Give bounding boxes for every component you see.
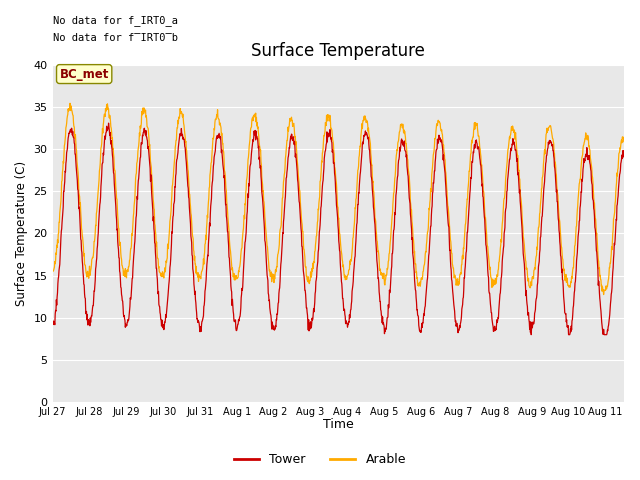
Text: BC_met: BC_met	[60, 68, 109, 81]
Title: Surface Temperature: Surface Temperature	[252, 42, 425, 60]
Legend: Tower, Arable: Tower, Arable	[229, 448, 411, 471]
Text: No data for f̅IRT0̅b: No data for f̅IRT0̅b	[52, 33, 177, 43]
Text: No data for f_IRT0_a: No data for f_IRT0_a	[52, 15, 177, 26]
X-axis label: Time: Time	[323, 419, 353, 432]
Y-axis label: Surface Temperature (C): Surface Temperature (C)	[15, 161, 28, 306]
